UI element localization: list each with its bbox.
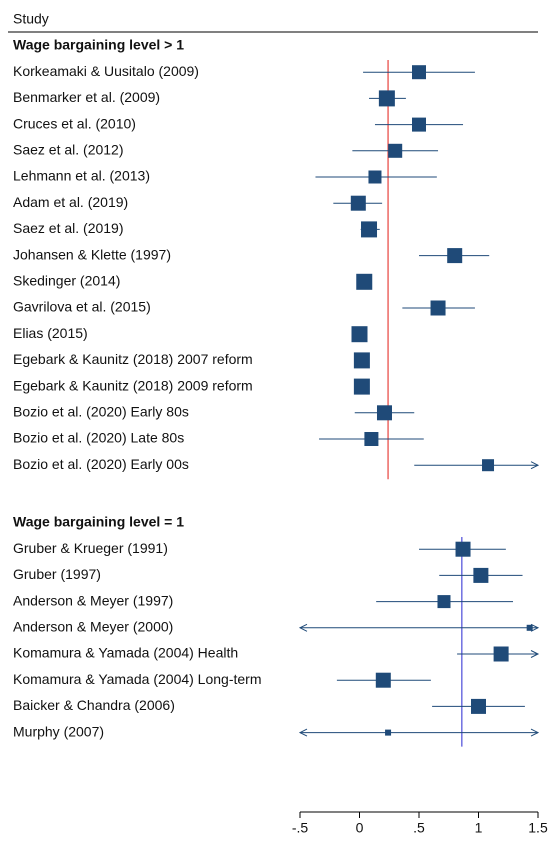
estimate-marker bbox=[375, 672, 391, 688]
estimate-marker bbox=[385, 729, 392, 736]
estimate-marker bbox=[437, 595, 451, 609]
estimate-marker bbox=[364, 432, 379, 446]
estimate-marker bbox=[455, 541, 471, 557]
study-label: Bozio et al. (2020) Late 80s bbox=[13, 430, 184, 446]
estimate-marker bbox=[473, 567, 489, 583]
study-label: Lehmann et al. (2013) bbox=[13, 168, 150, 184]
study-label: Saez et al. (2012) bbox=[13, 142, 124, 158]
ci-arrow bbox=[530, 461, 540, 470]
estimate-marker bbox=[493, 646, 509, 662]
group-title: Wage bargaining level = 1 bbox=[13, 514, 184, 530]
x-tick-label: -.5 bbox=[292, 820, 309, 836]
study-label: Adam et al. (2019) bbox=[13, 194, 128, 210]
group-title: Wage bargaining level > 1 bbox=[13, 37, 184, 53]
study-label: Komamura & Yamada (2004) Health bbox=[13, 645, 238, 661]
study-label: Egebark & Kaunitz (2018) 2009 reform bbox=[13, 377, 253, 393]
column-header: Study bbox=[13, 11, 49, 27]
estimate-marker bbox=[447, 248, 463, 264]
study-label: Komamura & Yamada (2004) Long-term bbox=[13, 671, 262, 687]
study-label: Cruces et al. (2010) bbox=[13, 115, 136, 131]
estimate-marker bbox=[430, 300, 446, 316]
study-label: Gruber (1997) bbox=[13, 566, 101, 582]
study-label: Egebark & Kaunitz (2018) 2007 reform bbox=[13, 351, 253, 367]
estimate-marker bbox=[526, 624, 533, 631]
ci-arrow bbox=[530, 623, 540, 632]
x-tick-label: .5 bbox=[413, 820, 425, 836]
study-label: Elias (2015) bbox=[13, 325, 88, 341]
study-label: Murphy (2007) bbox=[13, 723, 104, 739]
study-label: Gruber & Krueger (1991) bbox=[13, 540, 168, 556]
estimate-marker bbox=[378, 90, 395, 107]
study-label: Saez et al. (2019) bbox=[13, 220, 124, 236]
ci-arrow bbox=[298, 728, 308, 737]
study-label: Korkeamaki & Uusitalo (2009) bbox=[13, 63, 199, 79]
estimate-marker bbox=[368, 170, 382, 184]
x-tick-label: 1 bbox=[475, 820, 483, 836]
estimate-marker bbox=[350, 195, 366, 211]
estimate-marker bbox=[412, 117, 426, 132]
study-label: Bozio et al. (2020) Early 00s bbox=[13, 456, 189, 472]
study-label: Johansen & Klette (1997) bbox=[13, 246, 171, 262]
study-label: Anderson & Meyer (2000) bbox=[13, 619, 173, 635]
x-tick-label: 1.5 bbox=[528, 820, 548, 836]
estimate-marker bbox=[471, 698, 486, 714]
estimate-marker bbox=[351, 326, 368, 343]
estimate-marker bbox=[412, 65, 426, 80]
estimate-marker bbox=[376, 405, 392, 421]
estimate-marker bbox=[482, 459, 495, 472]
ci-arrow bbox=[298, 623, 308, 632]
estimate-marker bbox=[388, 143, 403, 158]
study-label: Benmarker et al. (2009) bbox=[13, 89, 160, 105]
study-label: Skedinger (2014) bbox=[13, 273, 120, 289]
x-tick-label: 0 bbox=[356, 820, 364, 836]
estimate-marker bbox=[353, 378, 370, 395]
ci-arrow bbox=[530, 650, 540, 658]
study-label: Anderson & Meyer (1997) bbox=[13, 592, 173, 608]
ci-arrow bbox=[530, 728, 540, 737]
estimate-marker bbox=[361, 221, 378, 238]
estimate-marker bbox=[356, 273, 373, 290]
study-label: Gavrilova et al. (2015) bbox=[13, 299, 151, 315]
study-label: Bozio et al. (2020) Early 80s bbox=[13, 404, 189, 420]
study-label: Baicker & Chandra (2006) bbox=[13, 697, 175, 713]
estimate-marker bbox=[353, 352, 370, 369]
